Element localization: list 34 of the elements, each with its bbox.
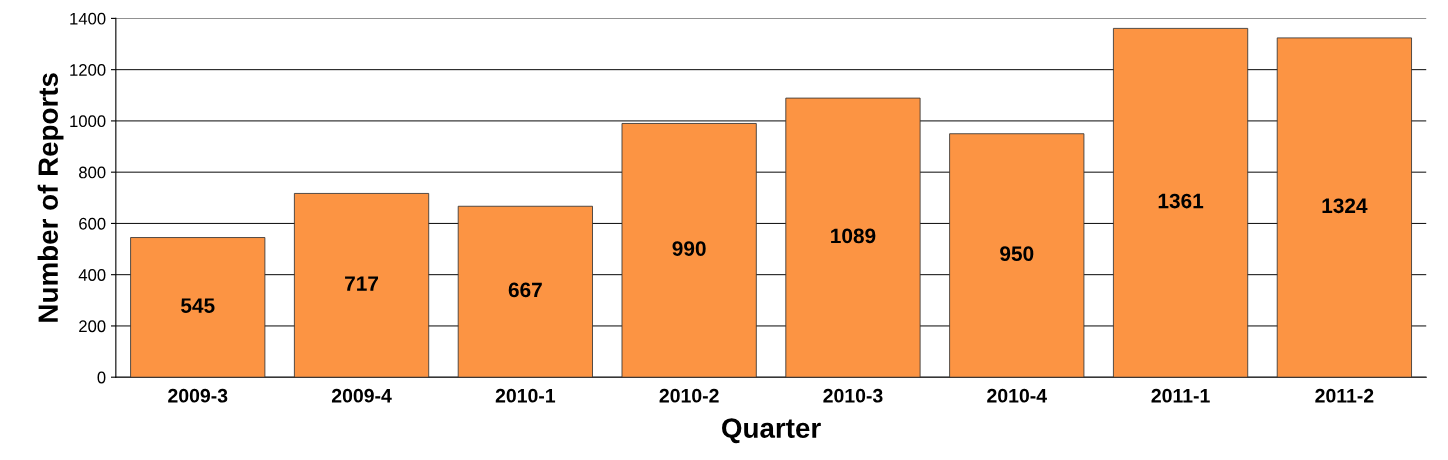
bar: [1276, 37, 1412, 378]
y-tick-label: 200: [79, 320, 106, 333]
bar: [293, 193, 430, 378]
x-tick-label: 2011-1: [1151, 388, 1210, 403]
x-tick-label: 2009-3: [168, 388, 228, 403]
bar: [621, 123, 757, 378]
bar: [130, 237, 266, 378]
y-axis-title: Number of Reports: [37, 73, 64, 322]
y-tick-label: 600: [79, 217, 106, 230]
y-tick-label: 0: [97, 371, 106, 384]
x-axis-title: Quarter: [722, 418, 821, 444]
bar: [785, 97, 921, 378]
data-label: 950: [1000, 246, 1034, 262]
x-tick-label: 2011-2: [1315, 388, 1374, 403]
x-tick-label: 2010-3: [823, 388, 883, 403]
x-tick-label: 2009-4: [331, 388, 392, 403]
data-label: 717: [345, 276, 379, 291]
y-tick-label: 400: [78, 269, 106, 281]
data-label: 1089: [831, 228, 876, 244]
x-tick-label: 2010-2: [659, 388, 719, 403]
bar: [949, 133, 1085, 378]
data-label: 667: [508, 282, 542, 298]
y-tick-label: 1200: [70, 64, 106, 76]
y-tick-label: 1400: [70, 12, 106, 25]
data-label: 990: [672, 241, 706, 256]
x-tick-label: 2010-1: [495, 388, 556, 403]
y-tick-label: 1000: [70, 115, 106, 128]
y-tick-label: 800: [79, 166, 106, 179]
data-label: 1324: [1322, 198, 1368, 214]
x-tick-label: 2010-4: [987, 388, 1047, 403]
data-label: 545: [181, 298, 215, 313]
bar: [1112, 27, 1249, 378]
bar: [457, 205, 593, 378]
data-label: 1361: [1158, 193, 1204, 209]
